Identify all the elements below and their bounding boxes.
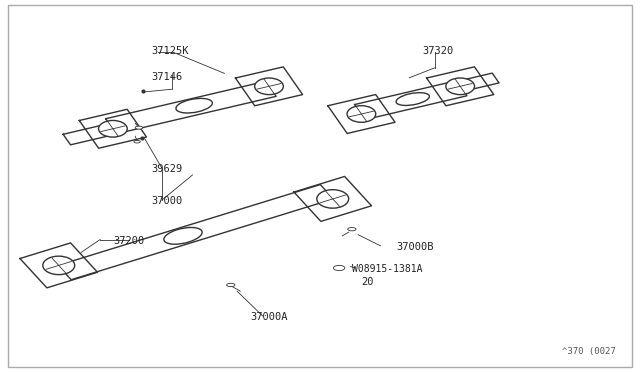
Text: 39629: 39629 [151,164,182,174]
Ellipse shape [396,93,429,105]
Ellipse shape [317,190,349,208]
Text: 37000: 37000 [151,196,182,206]
Ellipse shape [255,78,284,94]
Ellipse shape [347,106,376,122]
Ellipse shape [164,227,202,244]
Ellipse shape [43,256,75,275]
Text: 37000A: 37000A [250,312,287,322]
Ellipse shape [135,126,143,129]
Text: 20: 20 [362,277,374,287]
Ellipse shape [446,78,474,94]
Ellipse shape [176,99,212,113]
Ellipse shape [333,265,345,270]
Text: 37146: 37146 [151,72,182,82]
Text: 37320: 37320 [422,46,453,56]
Text: 37000B: 37000B [396,242,434,252]
Ellipse shape [134,140,140,143]
Ellipse shape [227,283,235,286]
Text: 37200: 37200 [113,236,144,246]
Ellipse shape [348,228,356,231]
Text: W08915-1381A: W08915-1381A [352,264,422,274]
Text: 37125K: 37125K [151,46,189,56]
Ellipse shape [99,121,127,137]
Text: ^370 (0027: ^370 (0027 [562,347,616,356]
